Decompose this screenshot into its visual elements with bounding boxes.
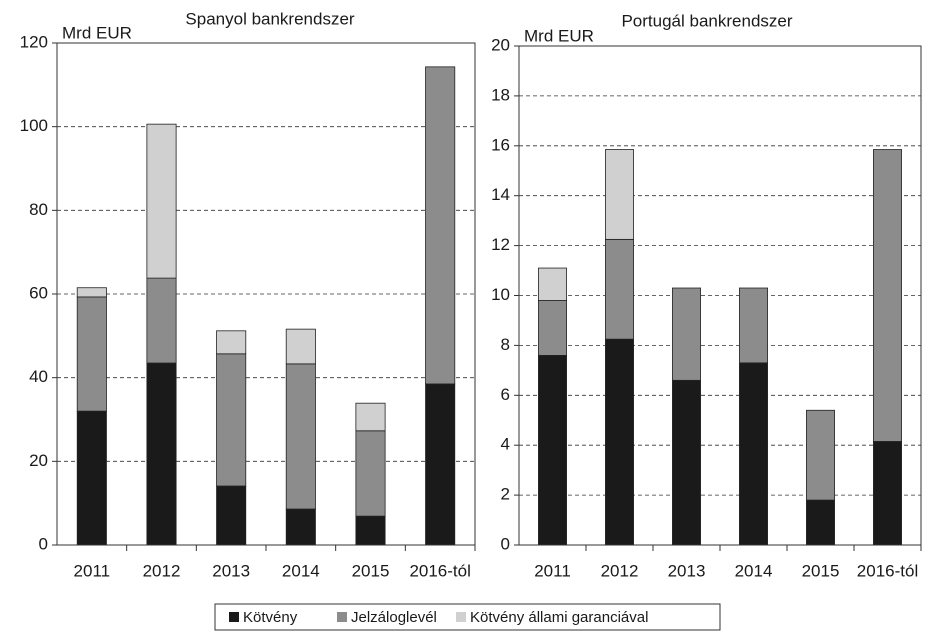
y-tick-label: 8 xyxy=(501,335,510,354)
bar-segment xyxy=(285,363,316,510)
legend-swatch xyxy=(337,612,347,622)
x-tick-label: 2014 xyxy=(735,561,773,580)
x-tick-label: 2011 xyxy=(534,561,571,580)
x-tick-label: 2013 xyxy=(668,561,706,580)
y-tick-label: 40 xyxy=(29,367,48,386)
legend-box xyxy=(214,603,721,631)
bar-segment xyxy=(355,430,386,517)
bar-segment xyxy=(605,149,634,240)
x-tick-label: 2016-tól xyxy=(857,561,918,580)
plot-frame xyxy=(518,45,922,546)
y-tick-label: 100 xyxy=(20,116,48,135)
bar-segment xyxy=(216,485,247,546)
bar-segment xyxy=(76,287,107,298)
legend-label: Jelzáloglevél xyxy=(351,609,437,626)
bar-segment xyxy=(605,338,634,546)
bar-segment xyxy=(285,508,316,546)
legend-label: Kötvény állami garanciával xyxy=(470,609,648,626)
x-tick-label: 2013 xyxy=(212,561,250,580)
bar-segment xyxy=(538,354,567,546)
y-tick-label: 10 xyxy=(491,285,510,304)
x-tick-label: 2016-tól xyxy=(409,561,470,580)
bar-segment xyxy=(146,362,177,546)
bar-segment xyxy=(425,383,456,546)
x-tick-label: 2015 xyxy=(352,561,390,580)
bar-segment xyxy=(355,515,386,546)
bar-segment xyxy=(538,267,567,301)
y-tick-label: 2 xyxy=(501,485,510,504)
bar-segment xyxy=(873,441,902,546)
bar-segment xyxy=(806,499,835,546)
legend-swatch xyxy=(456,612,466,622)
bar-segment xyxy=(538,300,567,356)
bar-segment xyxy=(355,402,386,432)
bar-segment xyxy=(672,379,701,546)
bar-segment xyxy=(739,287,768,364)
bar-segment xyxy=(285,328,316,365)
legend-label: Kötvény xyxy=(243,609,298,626)
plot-frame xyxy=(56,42,476,546)
y-tick-label: 20 xyxy=(491,35,510,54)
y-tick-label: 18 xyxy=(491,85,510,104)
bar-segment xyxy=(672,287,701,381)
chart-title: Portugál bankrendszer xyxy=(621,11,792,30)
bar-segment xyxy=(146,123,177,279)
y-tick-label: 16 xyxy=(491,135,510,154)
bar-segment xyxy=(806,409,835,501)
y-tick-label: 60 xyxy=(29,283,48,302)
x-tick-label: 2014 xyxy=(282,561,320,580)
bar-segment xyxy=(873,149,902,442)
y-tick-label: 20 xyxy=(29,451,48,470)
bar-segment xyxy=(739,362,768,546)
y-tick-label: 14 xyxy=(491,185,510,204)
y-tick-label: 120 xyxy=(20,32,48,51)
x-tick-label: 2012 xyxy=(143,561,181,580)
y-tick-label: 0 xyxy=(39,534,48,553)
y-tick-label: 80 xyxy=(29,200,48,219)
y-tick-label: 6 xyxy=(501,385,510,404)
y-tick-label: 4 xyxy=(501,435,510,454)
y-tick-label: 0 xyxy=(501,534,510,553)
y-axis-label: Mrd EUR xyxy=(524,26,594,45)
y-axis-label: Mrd EUR xyxy=(62,23,132,42)
bar-segment xyxy=(76,296,107,412)
x-tick-label: 2015 xyxy=(802,561,840,580)
x-tick-label: 2011 xyxy=(74,561,111,580)
bar-segment xyxy=(216,330,247,355)
x-tick-label: 2012 xyxy=(601,561,639,580)
bar-segment xyxy=(216,353,247,487)
bar-segment xyxy=(605,238,634,340)
y-tick-label: 12 xyxy=(491,235,510,254)
bar-segment xyxy=(425,66,456,385)
bar-segment xyxy=(146,277,177,364)
chart-title: Spanyol bankrendszer xyxy=(185,9,355,28)
bar-segment xyxy=(76,410,107,546)
legend-swatch xyxy=(229,612,239,622)
